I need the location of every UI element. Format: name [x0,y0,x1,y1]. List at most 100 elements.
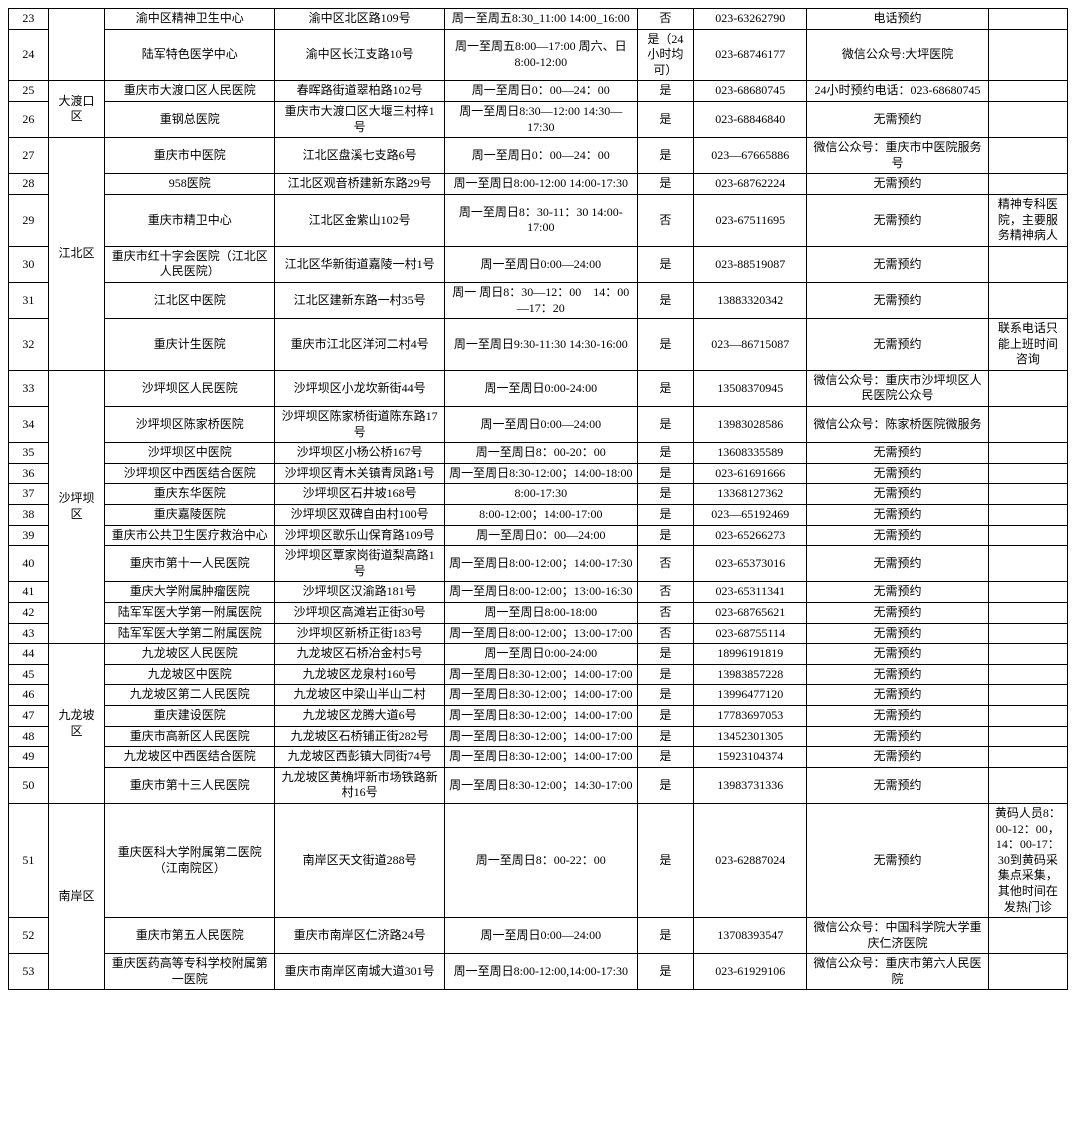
row-index: 43 [9,623,49,644]
tel-cell: 13983028586 [694,407,807,443]
extra-cell [988,767,1067,803]
row-index: 26 [9,101,49,137]
hosp-cell: 沙坪坝区中西医结合医院 [105,463,275,484]
hosp-cell: 重庆建设医院 [105,705,275,726]
note-cell: 无需预约 [807,174,988,195]
tel-cell: 023—67665886 [694,138,807,174]
table-row: 27江北区重庆市中医院江北区盘溪七支路6号周一至周日0：00—24：00是023… [9,138,1068,174]
note-cell: 无需预约 [807,546,988,582]
tel-cell: 15923104374 [694,747,807,768]
time-cell: 周一至周日8:30-12:00；14:00-17:00 [445,664,638,685]
table-row: 33沙坪坝区沙坪坝区人民医院沙坪坝区小龙坎新街44号周一至周日0:00-24:0… [9,370,1068,406]
hosp-cell: 重庆医科大学附属第二医院（江南院区） [105,803,275,917]
extra-cell [988,954,1067,990]
hosp-cell: 重庆医药高等专科学校附属第一医院 [105,954,275,990]
time-cell: 周一至周日8:30—12:00 14:30—17:30 [445,101,638,137]
row-index: 29 [9,194,49,246]
addr-cell: 沙坪坝区新桥正街183号 [275,623,445,644]
tel-cell: 023—65192469 [694,505,807,526]
note-cell: 微信公众号：中国科学院大学重庆仁济医院 [807,918,988,954]
tel-cell: 13983857228 [694,664,807,685]
note-cell: 无需预约 [807,194,988,246]
table-row: 44九龙坡区九龙坡区人民医院九龙坡区石桥冶金村5号周一至周日0:00-24:00… [9,644,1068,665]
district-cell: 九龙坡区 [48,644,105,804]
row-index: 42 [9,603,49,624]
yn-cell: 是 [637,174,694,195]
extra-cell [988,370,1067,406]
hosp-cell: 958医院 [105,174,275,195]
addr-cell: 江北区建新东路一村35号 [275,282,445,318]
note-cell: 无需预约 [807,644,988,665]
table-row: 51南岸区重庆医科大学附属第二医院（江南院区）南岸区天文街道288号周一至周日8… [9,803,1068,917]
tel-cell: 13452301305 [694,726,807,747]
extra-cell: 联系电话只能上班时间咨询 [988,319,1067,371]
addr-cell: 九龙坡区龙腾大道6号 [275,705,445,726]
addr-cell: 沙坪坝区汉渝路181号 [275,582,445,603]
addr-cell: 江北区华新街道嘉陵一村1号 [275,246,445,282]
hosp-cell: 沙坪坝区人民医院 [105,370,275,406]
tel-cell: 023-88519087 [694,246,807,282]
note-cell: 电话预约 [807,9,988,30]
row-index: 44 [9,644,49,665]
tel-cell: 17783697053 [694,705,807,726]
yn-cell: 是 [637,407,694,443]
note-cell: 无需预约 [807,101,988,137]
note-cell: 无需预约 [807,664,988,685]
yn-cell: 是 [637,246,694,282]
yn-cell: 是 [637,918,694,954]
note-cell: 无需预约 [807,443,988,464]
hosp-cell: 九龙坡区中西医结合医院 [105,747,275,768]
time-cell: 周一至周日8:30-12:00；14:00-18:00 [445,463,638,484]
district-cell: 沙坪坝区 [48,370,105,643]
yn-cell: 否 [637,9,694,30]
row-index: 23 [9,9,49,30]
table-row: 28958医院江北区观音桥建新东路29号周一至周日8:00-12:00 14:0… [9,174,1068,195]
district-cell [48,9,105,81]
hosp-cell: 九龙坡区人民医院 [105,644,275,665]
tel-cell: 023-65311341 [694,582,807,603]
row-index: 34 [9,407,49,443]
table-row: 34沙坪坝区陈家桥医院沙坪坝区陈家桥街道陈东路17号周一至周日0:00—24:0… [9,407,1068,443]
hosp-cell: 沙坪坝区陈家桥医院 [105,407,275,443]
addr-cell: 沙坪坝区高滩岩正街30号 [275,603,445,624]
hosp-cell: 陆军军医大学第二附属医院 [105,623,275,644]
yn-cell: 是 [637,644,694,665]
extra-cell [988,463,1067,484]
time-cell: 周一至周日8:00-12:00；14:00-17:30 [445,546,638,582]
row-index: 38 [9,505,49,526]
row-index: 39 [9,525,49,546]
tel-cell: 13708393547 [694,918,807,954]
note-cell: 24小时预约电话：023-68680745 [807,81,988,102]
row-index: 25 [9,81,49,102]
note-cell: 无需预约 [807,685,988,706]
time-cell: 周一至周日8:00-12:00；13:00-16:30 [445,582,638,603]
note-cell: 微信公众号：陈家桥医院微服务 [807,407,988,443]
extra-cell [988,29,1067,81]
hosp-cell: 重庆市公共卫生医疗救治中心 [105,525,275,546]
hosp-cell: 陆军军医大学第一附属医院 [105,603,275,624]
tel-cell: 023-62887024 [694,803,807,917]
time-cell: 周一至周日8:00-12:00 14:00-17:30 [445,174,638,195]
row-index: 51 [9,803,49,917]
addr-cell: 江北区盘溪七支路6号 [275,138,445,174]
tel-cell: 023-68755114 [694,623,807,644]
note-cell: 微信公众号：重庆市中医院服务号 [807,138,988,174]
hosp-cell: 重庆计生医院 [105,319,275,371]
table-row: 31江北区中医院江北区建新东路一村35号周一 周日8：30—12：00 14：0… [9,282,1068,318]
addr-cell: 九龙坡区石桥铺正街282号 [275,726,445,747]
time-cell: 周一至周日0：00—24:00 [445,525,638,546]
addr-cell: 九龙坡区龙泉村160号 [275,664,445,685]
row-index: 33 [9,370,49,406]
time-cell: 周一至周日8:30-12:00；14:30-17:00 [445,767,638,803]
extra-cell [988,101,1067,137]
tel-cell: 13996477120 [694,685,807,706]
addr-cell: 沙坪坝区青木关镇青凤路1号 [275,463,445,484]
tel-cell: 023-61691666 [694,463,807,484]
table-row: 49九龙坡区中西医结合医院九龙坡区西彭镇大同街74号周一至周日8:30-12:0… [9,747,1068,768]
tel-cell: 13508370945 [694,370,807,406]
hosp-cell: 重庆市高新区人民医院 [105,726,275,747]
yn-cell: 是 [637,138,694,174]
yn-cell: 是 [637,443,694,464]
row-index: 31 [9,282,49,318]
yn-cell: 否 [637,546,694,582]
